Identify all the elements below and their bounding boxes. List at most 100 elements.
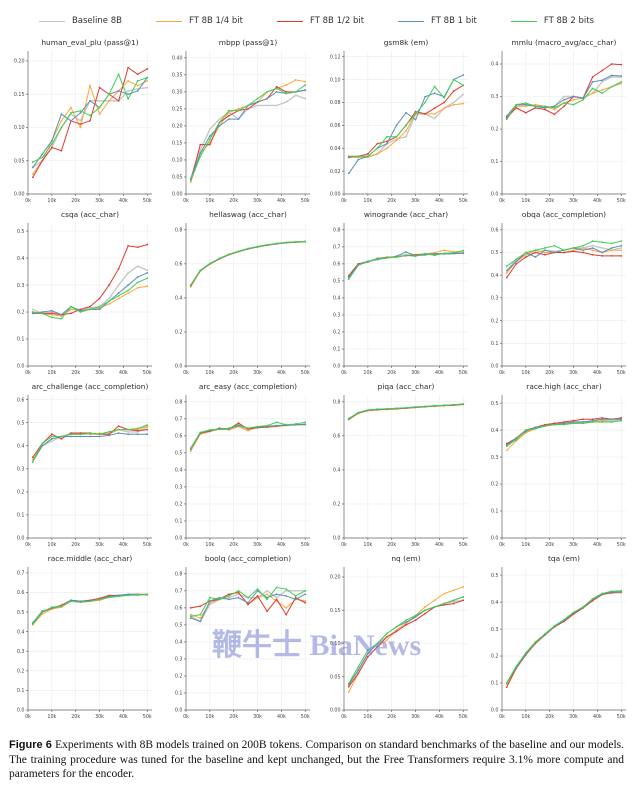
subplot-tqa: 0.0 0.1 0.2 0.3 0.4 0.5 0k 10k 20k 30k 40k 50k tqa (… (474, 552, 632, 724)
svg-text:0.2: 0.2 (175, 330, 183, 336)
svg-text:0.6: 0.6 (333, 262, 341, 268)
subplot-human_eval_plu: 0.00 0.05 0.10 0.15 0.20 0k 10k 20k 30k 40k 50k hum… (0, 36, 158, 208)
subplot-canvas: 0.00 0.05 0.10 0.15 0.20 0k 10k 20k 30k 40k 50k nq … (330, 554, 468, 720)
svg-text:0.0: 0.0 (17, 364, 25, 370)
svg-text:0.6: 0.6 (17, 397, 25, 403)
svg-text:0.1: 0.1 (17, 513, 25, 519)
svg-text:0.4: 0.4 (491, 62, 499, 68)
subplot-canvas: 0.0 0.2 0.4 0.6 0.8 0k 10k 20k 30k 40k 50k hellaswa… (175, 210, 310, 376)
svg-text:20k: 20k (71, 542, 80, 548)
svg-text:0.10: 0.10 (330, 641, 341, 647)
series-line-0 (32, 426, 148, 461)
svg-text:10k: 10k (47, 542, 56, 548)
subplot-canvas: 0.0 0.1 0.2 0.3 0.4 0.5 0.6 0.7 0.8 0k 10k 20k 30k 40… (175, 382, 310, 548)
svg-text:20k: 20k (545, 714, 554, 720)
svg-text:40k: 40k (593, 714, 602, 720)
svg-text:0.0: 0.0 (491, 364, 499, 370)
svg-text:30k: 30k (411, 370, 420, 376)
subplot-nq: 0.00 0.05 0.10 0.15 0.20 0k 10k 20k 30k 40k 50k nq … (316, 552, 474, 724)
svg-text:0k: 0k (25, 198, 31, 204)
svg-text:0.04: 0.04 (330, 146, 341, 152)
caption-text: Experiments with 8B models trained on 20… (9, 739, 624, 781)
svg-text:0.2: 0.2 (17, 490, 25, 496)
svg-text:0.5: 0.5 (17, 610, 25, 616)
subplot-canvas: 0.0 0.1 0.2 0.3 0.4 0.5 0k 10k 20k 30k 40k 50k race.… (491, 382, 626, 548)
svg-text:50k: 50k (301, 714, 310, 720)
svg-text:10k: 10k (363, 714, 372, 720)
svg-text:40k: 40k (277, 714, 286, 720)
svg-text:20k: 20k (545, 198, 554, 204)
svg-text:0.4: 0.4 (17, 443, 25, 449)
svg-text:0.2: 0.2 (333, 330, 341, 336)
subplot-arc_challenge: 0.0 0.1 0.2 0.3 0.4 0.5 0.6 0k 10k 20k 30k 40k 50k ar… (0, 380, 158, 552)
svg-text:0.7: 0.7 (17, 571, 25, 577)
svg-text:0.3: 0.3 (491, 627, 499, 633)
series-line-4 (348, 79, 464, 157)
legend-line-swatch (38, 20, 65, 22)
svg-text:0.00: 0.00 (330, 708, 341, 714)
subplot-title: arc_easy (acc_completion) (199, 382, 297, 391)
svg-text:10k: 10k (521, 198, 530, 204)
svg-text:20k: 20k (387, 370, 396, 376)
subplot-title: tqa (em) (548, 554, 580, 563)
svg-text:50k: 50k (143, 198, 152, 204)
svg-text:40k: 40k (277, 542, 286, 548)
svg-text:20k: 20k (229, 370, 238, 376)
subplot-gsm8k: 0.00 0.02 0.04 0.06 0.08 0.10 0.12 0k 10k 20k 30k 4… (316, 36, 474, 208)
svg-text:0.0: 0.0 (175, 364, 183, 370)
svg-text:0.6: 0.6 (175, 606, 183, 612)
svg-text:20k: 20k (387, 542, 396, 548)
subplot-boolq: 0.0 0.1 0.2 0.3 0.4 0.5 0.6 0.7 0.8 0k 10k 20k 30k 40… (158, 552, 316, 724)
svg-text:40k: 40k (277, 198, 286, 204)
subplot-piqa: 0.0 0.2 0.4 0.6 0.8 0k 10k 20k 30k 40k 50k piqa (ac… (316, 380, 474, 552)
series-line-4 (506, 590, 622, 684)
subplot-title: human_eval_plu (pass@1) (41, 38, 138, 47)
series-line-1 (348, 404, 464, 421)
svg-text:0.4: 0.4 (491, 273, 499, 279)
svg-text:30k: 30k (411, 542, 420, 548)
series-line-4 (190, 421, 306, 450)
svg-text:0.8: 0.8 (333, 400, 341, 406)
subplot-title: obqa (acc_completion) (522, 210, 606, 219)
svg-text:0.0: 0.0 (333, 364, 341, 370)
svg-text:50k: 50k (617, 714, 626, 720)
subplot-title: hellaswag (acc_char) (209, 210, 287, 219)
svg-text:40k: 40k (435, 198, 444, 204)
svg-text:40k: 40k (435, 714, 444, 720)
svg-text:40k: 40k (119, 198, 128, 204)
svg-text:0.7: 0.7 (175, 417, 183, 423)
svg-text:50k: 50k (301, 542, 310, 548)
svg-text:0.3: 0.3 (17, 649, 25, 655)
series-line-2 (32, 244, 148, 316)
svg-text:0.8: 0.8 (175, 572, 183, 578)
subplot-canvas: 0.00 0.02 0.04 0.06 0.08 0.10 0.12 0k 10k 20k 30k 4… (330, 38, 468, 204)
subplot-canvas: 0.0 0.1 0.2 0.3 0.4 0.5 0.6 0.7 0k 10k 20k 30k 40k 50… (17, 554, 152, 720)
svg-text:10k: 10k (205, 542, 214, 548)
svg-text:0.0: 0.0 (175, 536, 183, 542)
series-line-0 (190, 94, 306, 180)
svg-text:0.6: 0.6 (17, 590, 25, 596)
series-line-0 (506, 591, 622, 684)
subplot-mmlu: 0.0 0.1 0.2 0.3 0.4 0k 10k 20k 30k 40k 50k mmlu (ma… (474, 36, 632, 208)
subplot-title: gsm8k (em) (384, 38, 429, 47)
svg-text:20k: 20k (229, 542, 238, 548)
subplot-title: arc_challenge (acc_completion) (32, 382, 149, 391)
svg-text:0.00: 0.00 (172, 192, 183, 198)
svg-text:0.2: 0.2 (17, 310, 25, 316)
legend-label: FT 8B 1 bit (431, 16, 477, 26)
subplot-title: csqa (acc_char) (61, 210, 119, 219)
series-line-1 (190, 79, 306, 183)
svg-text:0.08: 0.08 (330, 100, 341, 106)
figure-caption: Figure 6 Experiments with 8B models trai… (9, 738, 624, 782)
subplot-canvas: 0.0 0.1 0.2 0.3 0.4 0.5 0.6 0.7 0.8 0k 10k 20k 30k 40… (333, 210, 468, 376)
legend-item-2: FT 8B 1/2 bit (277, 16, 364, 26)
series-line-2 (506, 591, 622, 688)
legend-label: Baseline 8B (71, 16, 122, 26)
svg-text:30k: 30k (253, 542, 262, 548)
svg-text:10k: 10k (205, 714, 214, 720)
svg-text:0k: 0k (25, 714, 31, 720)
svg-text:0k: 0k (341, 542, 347, 548)
svg-text:40k: 40k (593, 370, 602, 376)
subplot-obqa: 0.0 0.1 0.2 0.3 0.4 0.5 0.6 0k 10k 20k 30k 40k 50k ob… (474, 208, 632, 380)
